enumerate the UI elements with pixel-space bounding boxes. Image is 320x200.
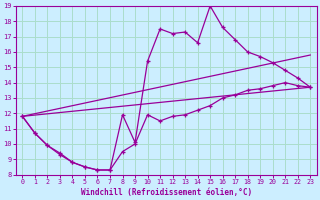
X-axis label: Windchill (Refroidissement éolien,°C): Windchill (Refroidissement éolien,°C) <box>81 188 252 197</box>
